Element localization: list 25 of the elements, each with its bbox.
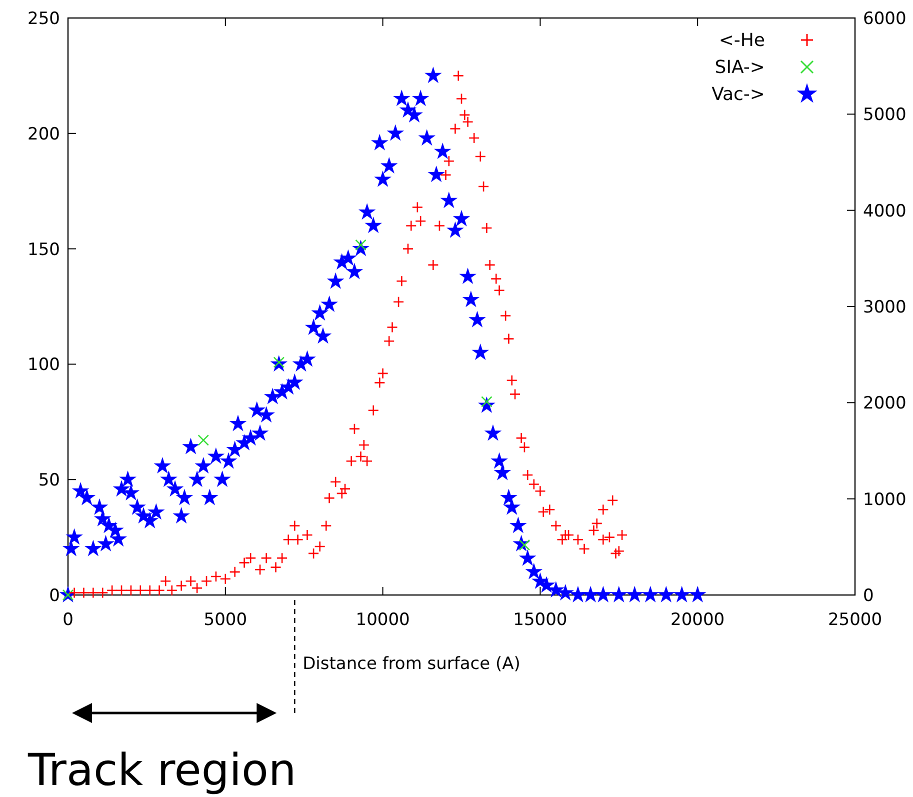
y2-tick-label: 3000 [863,298,906,318]
legend-label: <-He [718,30,765,51]
y2-tick-label: 6000 [863,9,906,29]
y2-tick-label: 5000 [863,105,906,126]
x-tick-label: 0 [62,610,74,630]
legend-label: SIA-> [714,57,765,78]
y-tick-label: 200 [28,124,60,144]
y-tick-label: 150 [28,240,60,260]
x-tick-label: 25000 [828,610,882,630]
x-axis-title: Distance from surface (A) [302,654,520,674]
point [198,434,210,446]
y-tick-label: 250 [28,9,60,29]
y-tick-label: 50 [38,470,60,491]
y2-tick-label: 2000 [863,394,906,414]
x-tick-label: 20000 [670,610,725,630]
ref-line-label: Track region [27,745,296,796]
y2-tick-label: 0 [863,586,874,606]
legend-label: Vac-> [712,84,765,105]
y-tick-label: 100 [28,355,60,376]
x-tick-label: 15000 [513,610,568,630]
x-tick-label: 10000 [356,610,410,630]
y2-tick-label: 1000 [863,490,906,510]
y2-tick-label: 4000 [863,201,906,222]
x-tick-label: 5000 [204,610,248,630]
y-tick-label: 0 [49,586,60,606]
